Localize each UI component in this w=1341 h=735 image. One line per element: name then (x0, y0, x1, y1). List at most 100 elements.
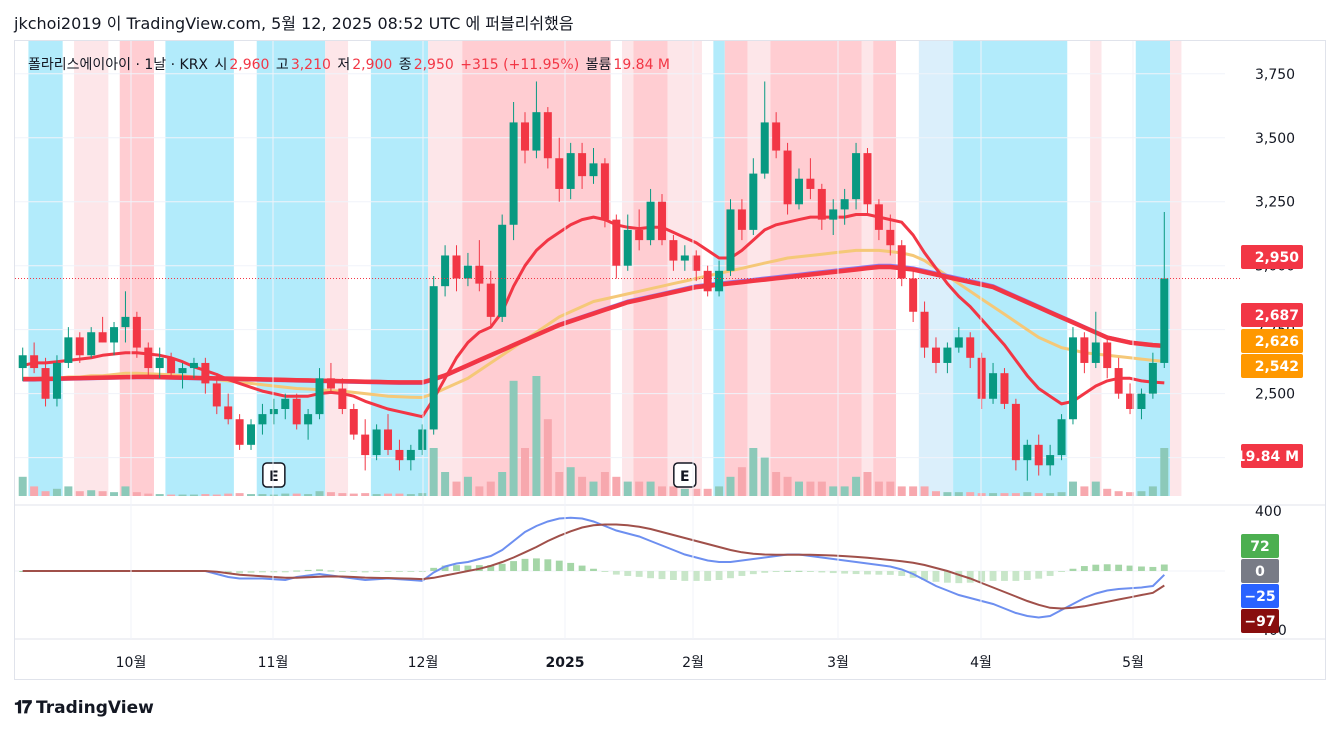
candle-body (521, 122, 530, 151)
candle (1126, 383, 1135, 415)
candle (52, 355, 61, 407)
earnings-marker: E (262, 462, 286, 488)
candle (1091, 311, 1100, 369)
candle-body (441, 255, 450, 287)
macd-histogram-bar (635, 571, 643, 577)
candle-body (269, 409, 278, 415)
macd-histogram-bar (989, 571, 997, 581)
time-tick-label: 11월 (258, 655, 289, 671)
volume-bar (635, 481, 644, 496)
macd-histogram-bar (921, 571, 928, 580)
volume-bar (87, 490, 96, 496)
candle-body (989, 373, 998, 399)
macd-histogram-bar (1058, 571, 1065, 572)
macd-histogram-bar (795, 570, 803, 572)
macd-histogram-bar (772, 571, 780, 572)
candle (521, 112, 530, 164)
symbol-legend: 폴라리스에이아이 · 1날 · KRX 시 2,960 고 3,210 저 2,900… (28, 54, 672, 74)
candle-body (1080, 337, 1089, 363)
volume-bar (326, 492, 335, 496)
macd-histogram-bar (544, 559, 552, 571)
candle (623, 214, 632, 271)
volume-bar (954, 492, 963, 496)
candle (931, 337, 940, 374)
macd-histogram-bar (1126, 565, 1134, 571)
candle-body (1057, 419, 1066, 456)
candle (429, 275, 438, 435)
macd-histogram-bar (1069, 568, 1077, 571)
earnings-marker: E (673, 462, 697, 488)
candle (989, 362, 998, 404)
candle-body (612, 219, 621, 266)
candle (635, 209, 644, 251)
volume-bar (692, 488, 701, 496)
volume-bar (201, 494, 210, 496)
candle (132, 311, 141, 358)
volume-bar (281, 493, 290, 496)
volume-bar (555, 472, 564, 496)
candle (1137, 388, 1146, 420)
volume-bar (600, 472, 609, 496)
volume-bar (589, 481, 598, 496)
candle-body (555, 158, 564, 189)
macd-histogram-bar (384, 571, 392, 572)
macd-histogram-bar (1046, 571, 1054, 576)
macd-histogram-bar (704, 571, 712, 581)
candle-body (315, 378, 324, 415)
volume-bar (612, 476, 621, 496)
macd-tag-label: 0 (1255, 564, 1265, 580)
volume-bar (794, 481, 803, 496)
publish-header: jkchoi2019 이 TradingView.com, 5월 12, 202… (14, 14, 574, 33)
macd-tag: 0 (1241, 559, 1279, 583)
volume-bar (1114, 491, 1123, 496)
candle-body (1046, 455, 1055, 466)
candle (304, 409, 313, 440)
chart-frame[interactable]: 3,7503,5003,2503,0002,7502,5002,250EE2,9… (14, 40, 1326, 680)
legend-open: 2,960 (229, 57, 270, 73)
macd-histogram-bar (236, 571, 244, 574)
background-band (1135, 41, 1170, 496)
candle-body (87, 332, 96, 356)
candle-body (852, 153, 861, 200)
candle-body (1034, 444, 1043, 466)
volume-bar (1068, 481, 1077, 496)
candle (178, 362, 187, 389)
price-tag-box (1241, 444, 1303, 468)
macd-tag-label: 72 (1250, 539, 1269, 555)
macd-histogram-bar (464, 565, 472, 571)
ma-line-red-slow (22, 264, 1165, 385)
volume-bar (395, 493, 404, 496)
macd-tag: −97 (1241, 609, 1279, 633)
volume-bar (418, 493, 427, 496)
candle (566, 142, 575, 200)
volume-bar (737, 467, 746, 496)
candle (749, 158, 758, 235)
candle (486, 270, 495, 328)
candle-body (909, 278, 918, 312)
volume-bar (806, 481, 815, 496)
candle (292, 393, 301, 430)
candle (657, 194, 666, 246)
macd-tag-label: −25 (1244, 589, 1275, 605)
candle (543, 107, 552, 169)
time-tick-label: 12월 (408, 655, 439, 671)
background-band (28, 41, 63, 496)
candle-body (966, 337, 975, 358)
price-tag: 19.84 M (1236, 444, 1303, 468)
candle (235, 414, 244, 450)
macd-histogram-bar (281, 571, 289, 573)
candle (680, 245, 689, 271)
background-band (633, 41, 668, 496)
footer-brand[interactable]: 𝟏𝟕 TradingView (14, 697, 154, 718)
candle-body (338, 388, 347, 409)
price-chart[interactable]: 3,7503,5003,2503,0002,7502,5002,250EE2,9… (15, 41, 1325, 679)
macd-histogram-bar (373, 571, 381, 572)
candle (18, 347, 27, 381)
macd-histogram-bar (624, 571, 632, 576)
volume-bar (372, 494, 381, 496)
candle-body (1137, 393, 1146, 409)
volume-bar (1137, 491, 1146, 496)
earnings-marker-label: E (680, 469, 690, 485)
candle-body (486, 283, 495, 317)
candle-body (30, 355, 39, 369)
